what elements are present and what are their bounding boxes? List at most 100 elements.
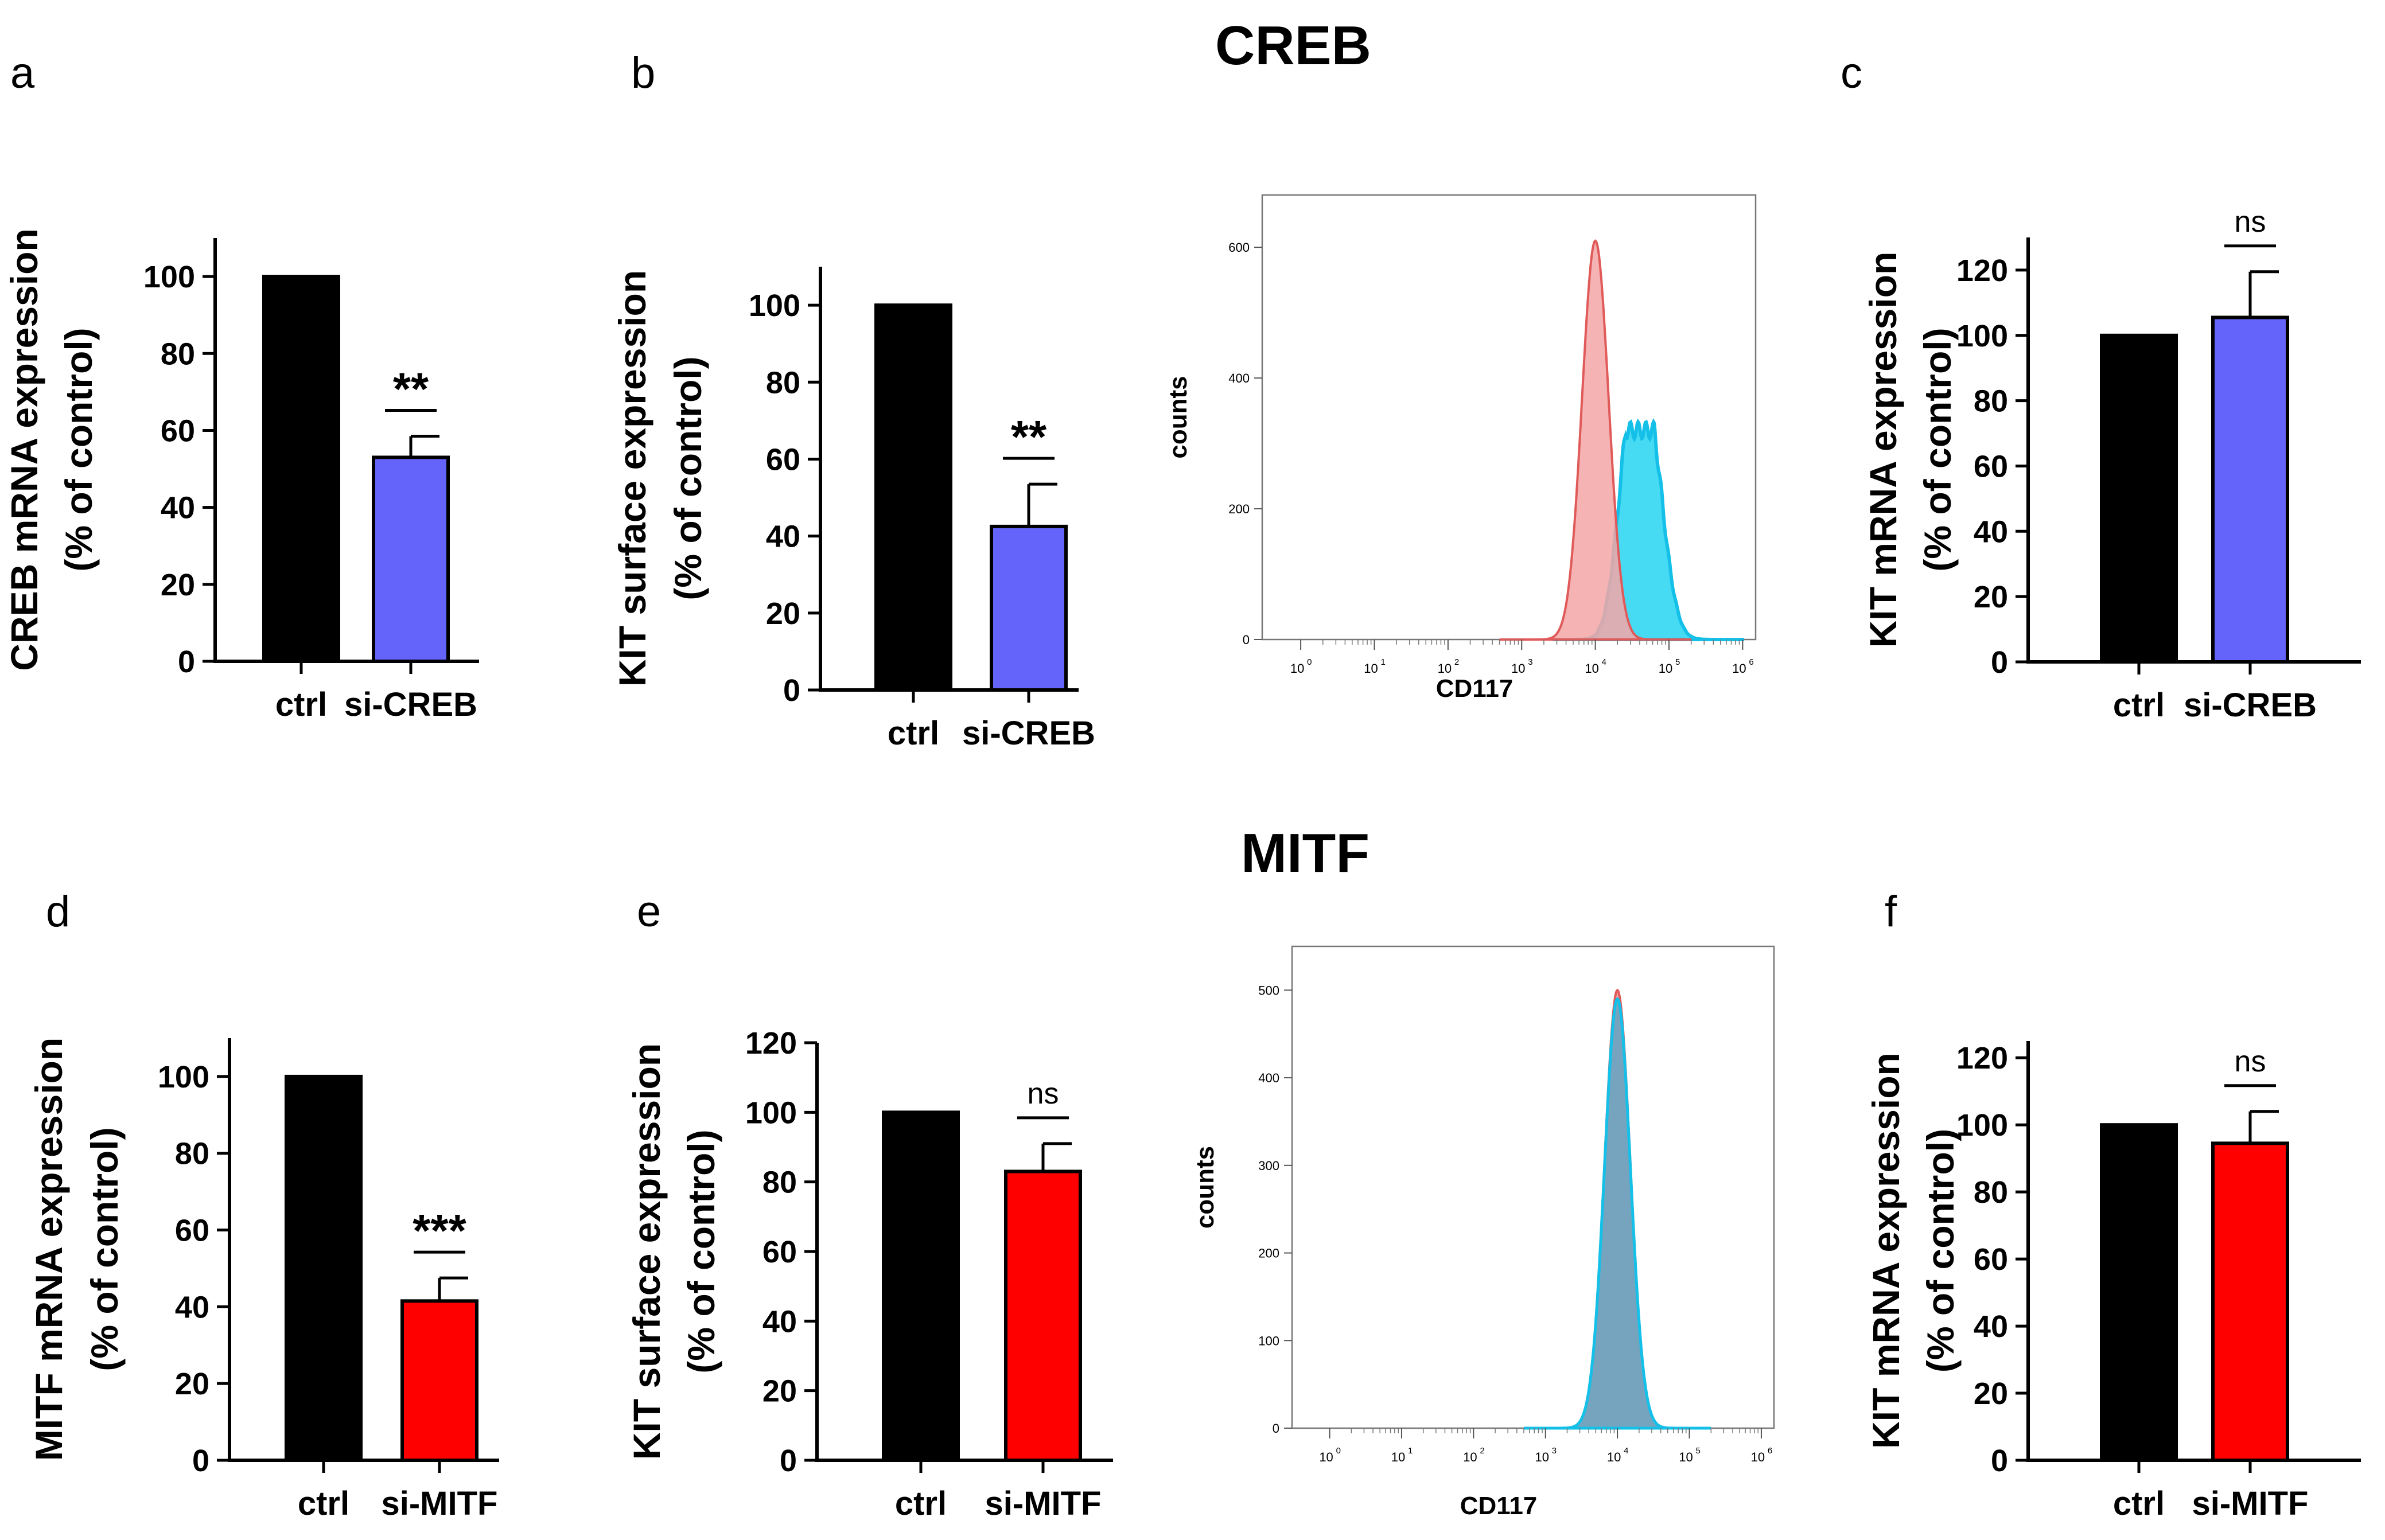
category-label-c: ctrl — [2113, 687, 2165, 724]
flow-x-tick-label-e-flow: 10 — [1319, 1450, 1333, 1464]
y-tick-label-d: 100 — [158, 1060, 209, 1094]
flow-histogram-ctrl — [1499, 239, 1691, 641]
y-tick-label-b: 60 — [766, 442, 800, 477]
y-tick-label-f: 80 — [1974, 1175, 2008, 1210]
significance-label-e: ns — [1028, 1077, 1059, 1110]
significance-label-d: *** — [413, 1205, 466, 1256]
flow-x-tick-exponent-e-flow: 2 — [1480, 1446, 1484, 1456]
y-tick-label-b: 100 — [749, 288, 800, 323]
category-label-e: ctrl — [895, 1485, 947, 1522]
y-tick-label-c: 100 — [1956, 319, 2008, 353]
heading-mitf: MITF — [1241, 822, 1369, 884]
category-label-f: si-MITF — [2192, 1485, 2309, 1522]
flow-x-tick-label-e-flow: 10 — [1535, 1450, 1549, 1464]
category-label-a: si-CREB — [344, 686, 477, 723]
flow-x-tick-label-b-flow: 10 — [1659, 661, 1672, 676]
bar-e-ctrl — [882, 1110, 960, 1463]
y-axis-label-d: MITF mRNA expression — [28, 1038, 70, 1461]
y-axis-label-c: (% of control) — [1916, 328, 1959, 571]
bar-f-ctrl — [2100, 1123, 2178, 1462]
panel-c: c ctrl si-CREB ns 0 20 40 60 80 100 120 KIT mRNA ex… — [1841, 49, 2361, 724]
flow-x-tick-exponent-b-flow: 6 — [1749, 657, 1753, 667]
y-tick-label-b: 20 — [766, 596, 800, 631]
y-tick-label-e: 60 — [762, 1235, 797, 1269]
flow-x-axis-label-b-flow: CD117 — [1436, 675, 1514, 703]
flow-y-axis-label-e-flow: counts — [1191, 1146, 1219, 1229]
y-tick-label-b: 40 — [766, 520, 800, 554]
y-tick-label-d: 80 — [175, 1137, 209, 1171]
flow-y-tick-label-e-flow: 200 — [1258, 1246, 1279, 1261]
y-axis-label-e: KIT surface expression — [625, 1043, 668, 1460]
panel-label-c: c — [1841, 49, 1862, 98]
y-tick-label-c: 60 — [1974, 449, 2008, 484]
bar-b-si-CREB — [990, 524, 1068, 692]
y-tick-label-a: 20 — [161, 568, 195, 602]
heading-creb: CREB — [1215, 15, 1371, 76]
flow-histogram-si-MITF — [1524, 997, 1711, 1430]
flow-x-tick-label-e-flow: 10 — [1679, 1450, 1693, 1464]
flow-x-tick-label-b-flow: 10 — [1511, 661, 1525, 676]
bar-b-ctrl — [874, 303, 952, 692]
panel-d: d ctrl si-MITF *** 0 20 40 60 80 100 MITF mRNA exp… — [28, 887, 499, 1522]
panel-label-a: a — [10, 49, 35, 98]
y-axis-label-e: (% of control) — [680, 1129, 722, 1373]
bar-f-si-MITF — [2211, 1141, 2289, 1462]
flow-y-tick-label-b-flow: 600 — [1228, 240, 1250, 255]
y-tick-label-f: 120 — [1956, 1041, 2008, 1075]
bar-a-si-CREB — [372, 455, 450, 663]
y-axis-label-b: KIT surface expression — [611, 270, 653, 687]
flow-frame-b-flow — [1261, 194, 1757, 641]
flow-x-tick-label-e-flow: 10 — [1607, 1450, 1621, 1464]
y-tick-label-e: 120 — [745, 1026, 797, 1061]
flow-y-tick-label-e-flow: 100 — [1258, 1334, 1279, 1348]
flow-x-tick-exponent-b-flow: 1 — [1381, 657, 1386, 667]
flow-x-tick-exponent-e-flow: 0 — [1336, 1446, 1341, 1456]
category-label-a: ctrl — [275, 686, 327, 723]
y-tick-label-a: 60 — [161, 414, 195, 448]
flow-x-axis-label-e-flow: CD117 — [1460, 1492, 1538, 1520]
y-tick-label-c: 0 — [1991, 645, 2008, 680]
category-label-e: si-MITF — [985, 1485, 1102, 1522]
y-axis-label-c: KIT mRNA expression — [1862, 252, 1904, 648]
flow-x-tick-exponent-b-flow: 3 — [1528, 657, 1532, 667]
flow-y-tick-label-e-flow: 300 — [1258, 1159, 1279, 1173]
y-axis-label-a: (% of control) — [57, 328, 100, 571]
flow-x-tick-label-b-flow: 10 — [1585, 661, 1598, 676]
category-label-f: ctrl — [2113, 1485, 2165, 1522]
y-tick-label-f: 40 — [1974, 1309, 2008, 1344]
flow-y-axis-label-b-flow: counts — [1164, 376, 1192, 458]
y-axis-label-f: (% of control) — [1919, 1129, 1962, 1373]
category-label-b: ctrl — [888, 715, 939, 752]
y-tick-label-b: 0 — [783, 673, 800, 708]
panel-e: e ctrl si-MITF ns 0 20 40 60 80 100 120 KIT surface… — [625, 887, 1113, 1522]
y-tick-label-c: 80 — [1974, 384, 2008, 419]
flow-x-tick-label-e-flow: 10 — [1463, 1450, 1477, 1464]
flow-x-tick-exponent-b-flow: 4 — [1602, 657, 1606, 667]
flow-x-tick-label-b-flow: 10 — [1732, 661, 1746, 676]
y-axis-label-a: CREB mRNA expression — [3, 228, 45, 670]
flow-x-tick-label-e-flow: 10 — [1751, 1450, 1765, 1464]
category-label-c: si-CREB — [2184, 687, 2317, 724]
y-axis-label-d: (% of control) — [83, 1127, 126, 1371]
y-tick-label-c: 20 — [1974, 580, 2008, 614]
y-tick-label-a: 40 — [161, 491, 195, 525]
y-tick-label-f: 0 — [1991, 1444, 2008, 1478]
panel-b-flow: 10 0 10 1 10 2 10 3 10 4 10 5 10 60200400600CD117coun… — [1164, 194, 1757, 703]
flow-x-tick-label-b-flow: 10 — [1290, 661, 1304, 676]
panel-e-flow: 10 0 10 1 10 2 10 3 10 4 10 5 10 60100200300400500CD1… — [1191, 945, 1775, 1520]
flow-x-tick-label-b-flow: 10 — [1438, 661, 1452, 676]
panel-a: a ctrl si-CREB ** 0 20 40 60 80 100 CREB mRNA expr… — [3, 49, 479, 723]
significance-label-c: ns — [2235, 205, 2266, 239]
category-label-d: si-MITF — [382, 1485, 498, 1522]
bar-a-ctrl — [262, 275, 340, 664]
y-tick-label-f: 60 — [1974, 1242, 2008, 1277]
y-tick-label-e: 40 — [762, 1304, 797, 1339]
y-tick-label-a: 100 — [143, 260, 195, 294]
flow-x-tick-exponent-e-flow: 3 — [1552, 1446, 1557, 1456]
significance-label-f: ns — [2235, 1045, 2266, 1078]
flow-x-tick-exponent-b-flow: 2 — [1454, 657, 1459, 667]
bar-e-si-MITF — [1004, 1169, 1082, 1462]
y-tick-label-a: 0 — [178, 645, 195, 679]
panel-label-e: e — [637, 887, 661, 936]
